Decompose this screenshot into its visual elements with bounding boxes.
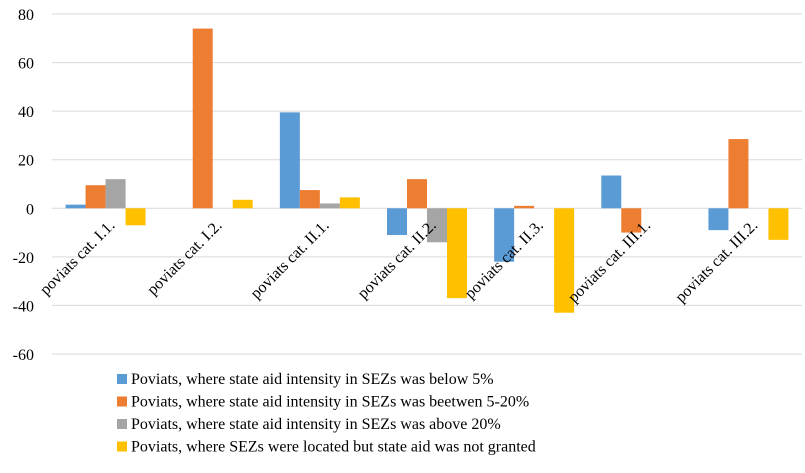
legend: Poviats, where state aid intensity in SE… (117, 371, 536, 456)
legend-swatch (117, 374, 127, 384)
legend-swatch (117, 441, 127, 452)
category-label: poviats cat. III.2. (672, 217, 761, 306)
category-label: poviats cat. I.1. (37, 217, 118, 298)
bar (494, 208, 515, 262)
y-tick-label: -40 (13, 298, 34, 315)
y-axis-tick-labels: 80 60 40 20 0 -20 -40 -60 (13, 7, 34, 364)
bar (447, 208, 467, 299)
bar (319, 203, 340, 209)
category-label: poviats cat. I.2. (144, 217, 225, 298)
bar (299, 190, 320, 209)
bar (339, 197, 360, 209)
bar (192, 28, 213, 209)
bars (65, 28, 789, 313)
legend-swatch (117, 396, 127, 407)
y-tick-label: -60 (13, 347, 34, 364)
bar (728, 139, 749, 209)
legend-swatch (117, 419, 127, 429)
legend-label: Poviats, where state aid intensity in SE… (131, 416, 501, 433)
category-label: poviats cat. III.1. (565, 217, 654, 306)
bar (768, 208, 789, 240)
bar (125, 208, 146, 226)
bar (514, 205, 535, 209)
bar (105, 179, 126, 209)
legend-label: Poviats, where state aid intensity in SE… (131, 394, 529, 411)
bar (65, 204, 86, 209)
bar (387, 208, 407, 235)
legend-label: Poviats, where SEZs were located but sta… (131, 439, 536, 456)
y-tick-label: 20 (18, 153, 34, 170)
bar (232, 199, 253, 209)
bar (708, 208, 729, 231)
y-tick-label: 80 (18, 7, 34, 24)
bar (554, 208, 575, 313)
category-label: poviats cat. II.1. (247, 217, 332, 302)
y-tick-label: 60 (18, 56, 34, 73)
bar (407, 179, 427, 209)
y-tick-label: 0 (26, 201, 34, 218)
bar (279, 112, 300, 209)
y-tick-label: 40 (18, 104, 34, 121)
bar (601, 175, 622, 209)
bar (621, 208, 642, 233)
legend-label: Poviats, where state aid intensity in SE… (131, 371, 494, 388)
bar (427, 208, 447, 243)
bar (85, 185, 106, 209)
y-tick-label: -20 (13, 250, 34, 267)
